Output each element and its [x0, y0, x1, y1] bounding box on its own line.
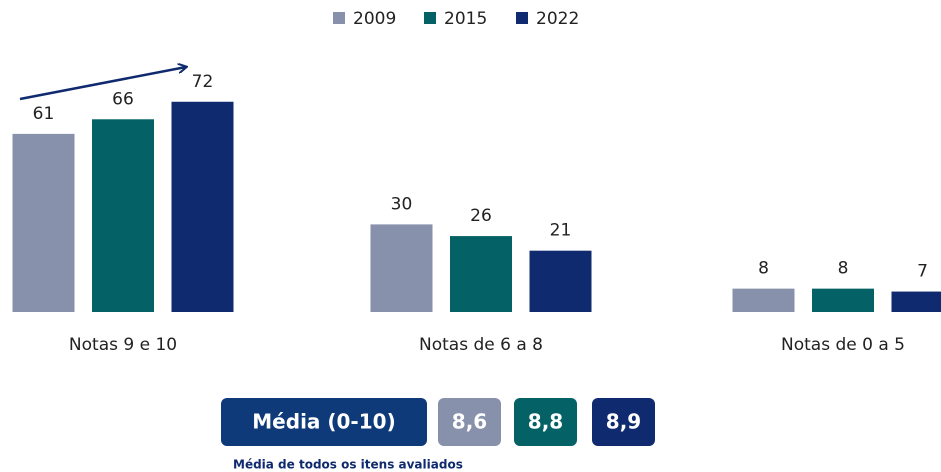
data-label: 30: [391, 194, 413, 214]
data-label: 26: [470, 206, 492, 226]
data-label: 61: [33, 104, 55, 124]
bar: [732, 288, 795, 312]
x-tick-label: Notas de 0 a 5: [781, 335, 905, 355]
data-label: 72: [192, 72, 214, 92]
legend-label: 2022: [536, 9, 579, 29]
bar: [529, 250, 592, 312]
bar: [12, 133, 75, 312]
x-tick-label: Notas 9 e 10: [69, 335, 177, 355]
legend-swatch: [424, 12, 436, 24]
legend-label: 2009: [353, 9, 396, 29]
bar: [450, 236, 512, 312]
x-tick-label: Notas de 6 a 8: [419, 335, 543, 355]
average-box: [438, 398, 501, 446]
average-label: Média (0-10): [252, 410, 395, 434]
average-value: 8,6: [452, 410, 487, 434]
bar: [891, 291, 941, 312]
average-note: Média de todos os itens avaliados: [233, 458, 463, 472]
bar: [812, 288, 874, 312]
average-box: [592, 398, 655, 446]
bar: [171, 101, 234, 312]
bar: [92, 119, 154, 312]
average-box: [514, 398, 577, 446]
data-label: 8: [838, 259, 849, 279]
data-label: 8: [758, 259, 769, 279]
data-label: 7: [917, 262, 928, 282]
average-value: 8,9: [606, 410, 641, 434]
legend-swatch: [516, 12, 528, 24]
bar: [370, 224, 433, 312]
average-label-box: [221, 398, 427, 446]
average-value: 8,8: [528, 410, 563, 434]
trend-arrow: [19, 67, 186, 101]
legend-label: 2015: [444, 9, 487, 29]
data-label: 66: [112, 89, 134, 109]
data-label: 21: [550, 221, 572, 241]
legend-swatch: [333, 12, 345, 24]
